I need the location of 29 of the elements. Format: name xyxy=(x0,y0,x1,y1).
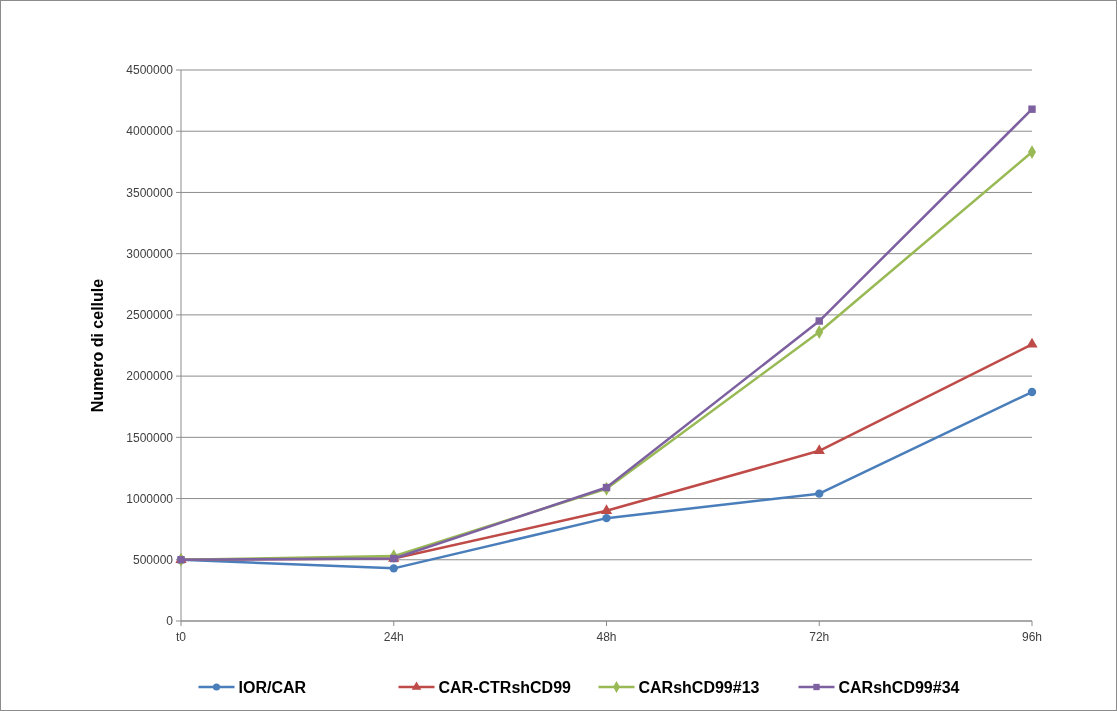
point xyxy=(389,564,398,573)
legend-label: CAR-CTRshCD99 xyxy=(438,678,572,696)
x-tick-label: t0 xyxy=(175,630,187,644)
point xyxy=(815,489,824,498)
y-tick-label: 2000000 xyxy=(126,369,174,384)
x-tick-label: 96h xyxy=(1021,630,1043,644)
y-tick-label: 1000000 xyxy=(126,491,174,506)
y-tick-label: 500000 xyxy=(132,552,174,567)
legend-label: IOR/CAR xyxy=(238,678,307,696)
legend-label: CARshCD99#13 xyxy=(638,678,760,696)
x-tick-label: 48h xyxy=(596,630,617,644)
y-axis-title: Numero di cellule xyxy=(89,278,106,413)
x-tick-label: 24h xyxy=(383,630,404,644)
point xyxy=(600,504,613,515)
y-tick-label: 1500000 xyxy=(126,430,174,445)
point xyxy=(602,513,611,523)
x-tick-label: 72h xyxy=(809,630,830,644)
point xyxy=(1027,387,1037,397)
point xyxy=(815,317,823,325)
y-tick-label: 2500000 xyxy=(126,308,174,323)
y-tick-label: 4000000 xyxy=(126,124,174,139)
point xyxy=(1028,105,1036,113)
y-tick-label: 0 xyxy=(166,614,174,629)
point xyxy=(813,444,825,455)
point xyxy=(1026,337,1038,348)
y-tick-label: 3500000 xyxy=(126,185,174,200)
y-tick-label: 4500000 xyxy=(126,63,174,78)
legend-label: CARshCD99#34 xyxy=(838,678,960,696)
y-tick-label: 3000000 xyxy=(126,246,174,261)
